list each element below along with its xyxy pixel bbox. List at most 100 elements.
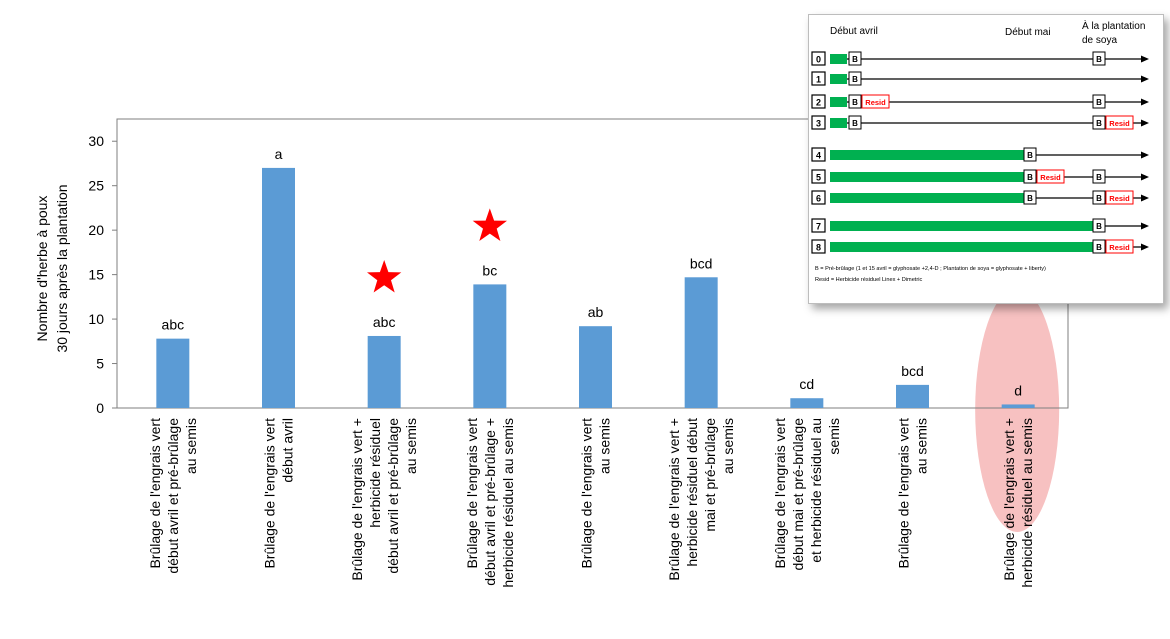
bar	[1001, 404, 1035, 408]
y-tick-label: 10	[88, 311, 104, 327]
treatment-schema-inset: Début avril Début mai À la plantation de…	[808, 14, 1164, 304]
category-label: Brûlage de l'engrais vert	[772, 418, 788, 569]
b-label: B	[852, 75, 858, 84]
row-number-box	[811, 218, 826, 233]
b-box	[1092, 190, 1106, 205]
b-box	[1092, 94, 1106, 109]
significance-letter: cd	[799, 376, 814, 392]
significance-letter: bcd	[901, 363, 924, 379]
row-number: 4	[816, 151, 821, 161]
y-axis-label-line2: 30 jours après la plantation	[54, 184, 70, 352]
b-label: B	[1027, 173, 1033, 182]
category-label: au semis	[914, 418, 930, 474]
b-label: B	[1027, 151, 1033, 160]
bar	[579, 326, 612, 408]
highlight-ellipse	[975, 288, 1060, 532]
y-axis-label-line1: Nombre d'herbe à poux	[34, 196, 50, 342]
treatment-schema: Début avril Début mai À la plantation de…	[811, 19, 1149, 283]
category-label: Brûlage de l'engrais vert	[147, 418, 163, 569]
row-number-box	[811, 169, 826, 184]
row-number-box	[811, 239, 826, 254]
row-number: 5	[816, 173, 821, 183]
row-number: 6	[816, 194, 821, 204]
category-label: herbicide résiduel au semis	[1019, 418, 1035, 588]
row-number: 3	[816, 119, 821, 129]
y-tick-label: 25	[88, 178, 104, 194]
row-number-box	[811, 147, 826, 162]
row-number: 7	[816, 222, 821, 232]
bar	[262, 167, 295, 408]
highlight-layer	[975, 288, 1060, 532]
category-label: Brûlage de l'engrais vert +	[1001, 418, 1017, 581]
bar	[156, 338, 190, 408]
significance-letter: ab	[588, 304, 604, 320]
resid-box	[1036, 169, 1065, 184]
category-label: Brûlage de l'engrais vert	[896, 418, 912, 569]
resid-label: Resid	[1109, 119, 1130, 128]
category-label: début avril	[280, 418, 296, 483]
b-box	[1023, 190, 1037, 205]
category-label: herbicide résiduel	[367, 418, 383, 528]
cover-crop-bar	[830, 150, 1024, 160]
row-number-box	[811, 94, 826, 109]
category-label: Brûlage de l'engrais vert	[262, 418, 278, 569]
arrow-head-icon	[1141, 173, 1149, 181]
resid-box	[861, 94, 890, 109]
row-number-box	[811, 115, 826, 130]
category-label: au semis	[720, 418, 736, 474]
resid-box	[1105, 115, 1134, 130]
b-box	[848, 115, 862, 130]
resid-label: Resid	[1040, 173, 1061, 182]
b-box	[848, 51, 862, 66]
row-number-box	[811, 71, 826, 86]
b-box	[848, 94, 862, 109]
b-box	[1092, 169, 1106, 184]
y-tick-label: 15	[88, 267, 104, 283]
cover-crop-bar	[830, 221, 1096, 231]
b-label: B	[1027, 194, 1033, 203]
cover-crop-bar	[830, 242, 1096, 252]
row-number: 0	[816, 55, 821, 65]
category-label: début avril et pré-brûlage +	[482, 418, 498, 586]
y-tick-label: 30	[88, 133, 104, 149]
row-number: 8	[816, 243, 821, 253]
category-labels: Brûlage de l'engrais vert début avril et …	[147, 418, 1035, 588]
header-debut-avril: Début avril	[830, 26, 878, 37]
significance-letter: bcd	[690, 255, 713, 271]
b-box	[1092, 51, 1106, 66]
b-label: B	[1096, 173, 1102, 182]
category-label: début mai et pré-brûlage	[790, 418, 806, 571]
b-box	[1092, 239, 1106, 254]
b-label: B	[1096, 222, 1102, 231]
category-label: mai et pré-brûlage	[702, 418, 718, 532]
significance-letter: abc	[162, 317, 185, 333]
b-label: B	[1096, 98, 1102, 107]
y-tick-label: 0	[96, 400, 104, 416]
y-tick-label: 5	[96, 356, 104, 372]
category-label: au semis	[597, 418, 613, 474]
significance-letters: abc a abc bc ab bcd cd bcd d	[162, 146, 1023, 399]
y-ticks: 0 5 10 15 20 25 30	[88, 133, 117, 416]
b-label: B	[852, 119, 858, 128]
arrow-head-icon	[1141, 55, 1149, 63]
cover-crop-bar	[830, 97, 847, 107]
y-tick-label: 20	[88, 222, 104, 238]
cover-crop-bar	[830, 172, 1024, 182]
resid-box	[1105, 239, 1134, 254]
cover-crop-bar	[830, 193, 1024, 203]
row-number: 2	[816, 98, 821, 108]
category-label: Brûlage de l'engrais vert	[464, 418, 480, 569]
resid-label: Resid	[865, 98, 886, 107]
star-icon	[367, 260, 402, 293]
b-label: B	[1096, 243, 1102, 252]
star-icon	[472, 208, 507, 241]
row-number: 1	[816, 75, 821, 85]
arrow-head-icon	[1141, 98, 1149, 106]
note-resid: Resid = Herbicide résiduel Linex + Dimet…	[815, 277, 922, 283]
header-plantation-line1: À la plantation	[1082, 19, 1145, 32]
category-label: herbicide résiduel début	[684, 418, 700, 567]
b-label: B	[1096, 194, 1102, 203]
arrow-head-icon	[1141, 194, 1149, 202]
b-label: B	[1096, 55, 1102, 64]
bar	[473, 284, 507, 408]
